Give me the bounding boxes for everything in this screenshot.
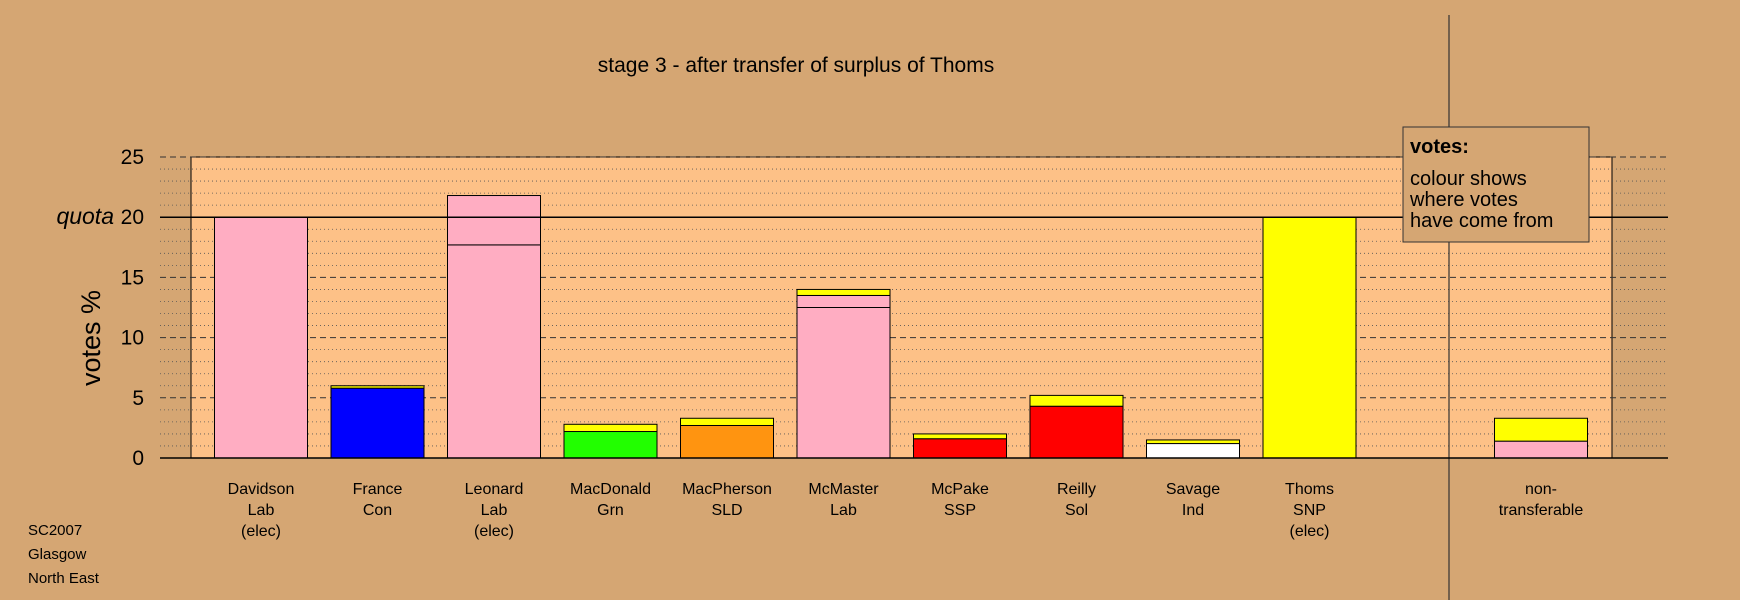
candidate-label: Lab [830,502,857,519]
footer-constituency: North East [28,570,99,587]
candidate-label: Davidson [228,481,295,498]
y-tick-label: 15 [121,266,144,289]
plot-area [190,156,1613,459]
candidate-label: France [353,481,403,498]
candidate-label: MacPherson [682,481,772,498]
candidate-label: (elec) [241,523,281,540]
bar-macpherson-segment [680,417,774,426]
footer-city: Glasgow [28,546,87,563]
quota-label: quota [56,203,114,229]
nontransferable-label: non- [1525,481,1557,498]
legend-box [1402,126,1590,243]
candidate-label: Sol [1065,502,1088,519]
bar-macdonald-segment [563,423,658,433]
bar-savage-segment [1146,439,1240,445]
footer-election: SC2007 [28,522,83,539]
bar-macdonald-segment [563,431,658,459]
y-axis-title: votes % [76,290,106,386]
candidate-label: (elec) [1289,523,1329,540]
candidate-label: SSP [944,502,976,519]
y-tick-label: 25 [121,146,144,169]
candidate-label: Savage [1166,481,1220,498]
bar-nontransferable-segment [1494,417,1588,442]
candidate-label: Lab [481,502,508,519]
bar-thoms-segment [1262,216,1357,459]
bar-reilly-segment [1029,394,1124,407]
y-tick-label: 5 [132,387,144,410]
candidate-label: Reilly [1057,481,1096,498]
bar-leonard-segment [447,244,541,459]
candidate-label: Leonard [465,481,524,498]
bar-france-segment [330,385,425,389]
legend-line: where votes [1409,189,1518,211]
candidate-label: Grn [597,502,624,519]
y-tick-label: 0 [132,447,144,470]
y-tick-label: 20 [121,206,144,229]
candidate-label: Ind [1182,502,1204,519]
bar-mcmaster-segment [796,307,891,459]
bar-mcpake-segment [913,438,1007,459]
bar-mcmaster-segment [796,294,891,308]
bar-leonard-segment [447,195,541,246]
bar-mcpake-segment [913,433,1007,440]
candidate-label: McPake [931,481,989,498]
legend-line: colour shows [1410,168,1527,190]
candidate-label: Thoms [1285,481,1334,498]
bar-mcmaster-segment [796,288,891,296]
candidate-label: Con [363,502,392,519]
candidate-label: SNP [1293,502,1326,519]
bar-davidson-segment [214,216,308,459]
legend-title: votes: [1410,136,1469,158]
bar-macpherson-segment [680,424,774,459]
legend-line: have come from [1410,210,1553,232]
candidate-label: MacDonald [570,481,651,498]
y-tick-label: 10 [121,327,144,350]
nontransferable-label: transferable [1499,502,1584,519]
chart-title: stage 3 - after transfer of surplus of T… [598,54,994,77]
bar-reilly-segment [1029,405,1124,459]
candidate-label: SLD [711,502,742,519]
candidate-label: (elec) [474,523,514,540]
candidate-label: McMaster [808,481,879,498]
bar-savage-segment [1146,443,1240,459]
bar-nontransferable-segment [1494,440,1588,459]
candidate-label: Lab [248,502,275,519]
bar-france-segment [330,387,425,459]
